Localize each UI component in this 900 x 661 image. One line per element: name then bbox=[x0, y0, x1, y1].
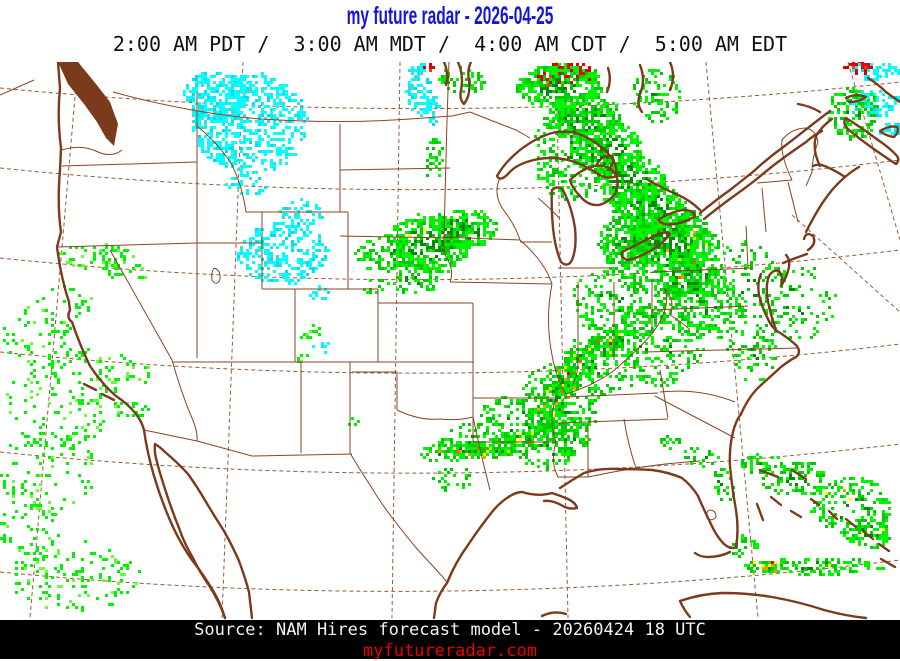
radar-echoes bbox=[0, 60, 900, 612]
header: my future radar - 2026-04-25 2:00 AM PDT… bbox=[0, 0, 900, 62]
source-line: Source: NAM Hires forecast model - 20260… bbox=[0, 620, 900, 641]
coast-fill-shapes bbox=[58, 62, 118, 146]
page-title: my future radar - 2026-04-25 bbox=[171, 1, 729, 31]
forecast-times-line: 2:00 AM PDT / 3:00 AM MDT / 4:00 AM CDT … bbox=[0, 31, 900, 57]
state-border-lines bbox=[0, 62, 818, 583]
footer-bar: Source: NAM Hires forecast model - 20260… bbox=[0, 620, 900, 659]
site-link[interactable]: myfutureradar.com bbox=[363, 643, 537, 660]
